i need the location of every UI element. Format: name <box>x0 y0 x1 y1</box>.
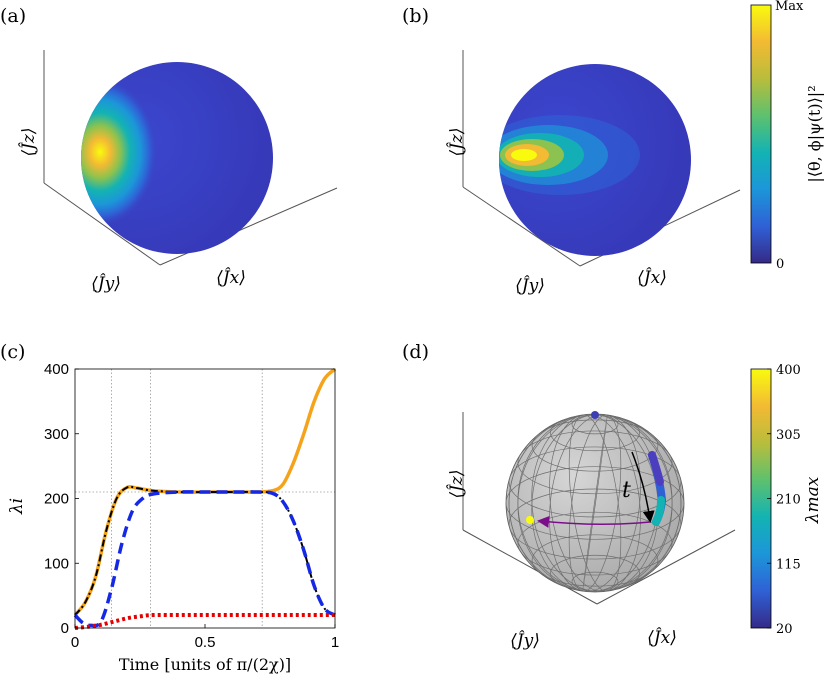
colorbar-tick-label: 115 <box>776 557 801 572</box>
projection-arrow <box>537 515 651 528</box>
panel-a-y-axis-label: ⟨Ĵy⟩ <box>91 274 121 294</box>
panel-b-x-axis-label: ⟨Ĵx⟩ <box>637 268 667 288</box>
chart-y-tick-label: 400 <box>44 361 69 378</box>
colorbar-top-min-label: 0 <box>776 257 784 272</box>
chart-y-tick-label: 100 <box>44 555 69 572</box>
colorbar-top-label: |⟨θ, ϕ|ψ(t)⟩|² <box>805 85 824 182</box>
sphere-latitude-line <box>517 511 673 576</box>
trajectory <box>648 451 667 526</box>
chart-y-tick-label: 200 <box>44 491 69 508</box>
colorbar-tick-label: 400 <box>776 363 801 378</box>
time-arrow-label: t <box>622 478 631 503</box>
chart-series-dotted-red <box>74 612 335 630</box>
panel-d-sphere <box>505 413 685 593</box>
panel-d-x-axis-label: ⟨Ĵx⟩ <box>647 628 677 648</box>
panel-d-label: (d) <box>402 341 429 363</box>
chart-y-tick-label: 0 <box>61 620 69 637</box>
panel-a-sphere <box>81 62 273 254</box>
sphere-latitude-line <box>508 446 682 518</box>
panel-a-label: (a) <box>0 5 26 27</box>
north-pole-marker <box>591 411 599 419</box>
chart-x-tick-label: 0.5 <box>195 634 216 651</box>
panel-a-x-axis-label: ⟨Ĵx⟩ <box>216 268 246 288</box>
end-point-marker <box>526 516 534 524</box>
panel-b-y-axis-label: ⟨Ĵy⟩ <box>515 276 545 296</box>
colorbar-tick-label: 210 <box>776 493 801 508</box>
sphere-latitude-line <box>508 488 682 560</box>
colorbar-tick-label: 305 <box>776 428 801 443</box>
sphere-latitude-line <box>571 571 619 592</box>
chart-y-axis-label: λi <box>7 498 27 515</box>
panel-a-z-axis-label: ⟨Ĵz⟩ <box>19 127 39 156</box>
panel-b-label: (b) <box>402 5 429 27</box>
colorbar-bottom-label: λmax <box>803 476 823 524</box>
colorbar-top <box>750 4 772 264</box>
chart-x-tick-label: 0 <box>71 634 79 651</box>
panel-c-label: (c) <box>0 341 25 363</box>
sphere-latitude-line <box>531 534 659 587</box>
colorbar-bottom-ticks: 20 115 210 305 400 <box>767 363 801 637</box>
panel-d-y-axis-label: ⟨Ĵy⟩ <box>510 631 540 651</box>
panel-b-z-axis-label: ⟨Ĵz⟩ <box>447 127 467 156</box>
chart-series-dash-dot-black <box>74 485 336 616</box>
sphere-latitude-line <box>506 466 684 540</box>
chart-x-axis-label: Time [units of π/(2χ)] <box>119 655 291 674</box>
panel-b-sphere <box>499 64 691 256</box>
chart-x-tick-label: 1 <box>331 634 339 651</box>
chart-c: 0 100 200 300 400 0 0.5 1 <box>44 361 339 651</box>
panel-d-box <box>462 412 736 605</box>
chart-series-dashed-blue <box>73 490 336 628</box>
chart-y-tick-label: 300 <box>44 426 69 443</box>
sphere-latitude-line <box>531 419 659 472</box>
chart-plot-area <box>75 369 335 628</box>
panel-d-z-axis-label: ⟨Ĵz⟩ <box>447 469 467 498</box>
colorbar-top-max-label: Max <box>775 0 804 14</box>
time-arrow <box>631 451 655 523</box>
colorbar-tick-label: 20 <box>776 622 793 637</box>
sphere-latitude-line <box>517 430 673 495</box>
